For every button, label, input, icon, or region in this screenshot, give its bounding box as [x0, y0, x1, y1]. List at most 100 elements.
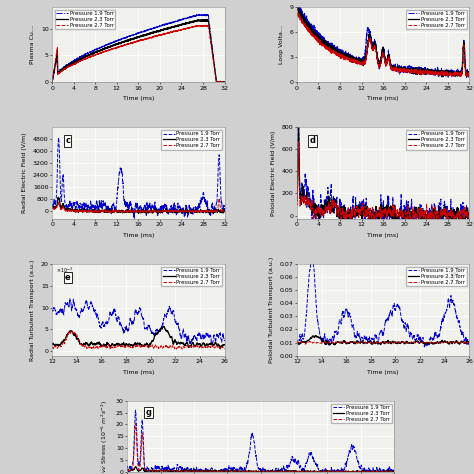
Pressure 2.7 Torr — [466, 213, 472, 219]
Pressure 1.9 Torr — [133, 407, 138, 413]
Pressure 2.7 Torr — [374, 208, 379, 214]
Pressure 1.9 Torr — [187, 340, 192, 346]
Pressure 2.7 Torr — [126, 344, 131, 349]
Pressure 2.3 Torr — [374, 209, 379, 215]
Pressure 2.7 Torr — [217, 198, 222, 203]
Pressure 1.9 Torr — [294, 195, 300, 201]
Pressure 2.3 Torr — [374, 45, 379, 51]
Pressure 2.3 Torr — [294, 4, 300, 9]
Pressure 2.7 Torr — [190, 469, 195, 474]
Pressure 1.9 Torr — [128, 33, 134, 38]
Pressure 1.9 Torr — [466, 70, 472, 76]
Pressure 2.3 Torr — [138, 467, 144, 473]
Pressure 2.3 Torr — [462, 216, 467, 222]
Pressure 1.9 Torr — [185, 209, 191, 214]
Pressure 1.9 Torr — [200, 12, 205, 18]
Pressure 2.7 Torr — [49, 79, 55, 84]
Pressure 1.9 Torr — [217, 164, 222, 170]
Y-axis label: Radial Electric Field (V/m): Radial Electric Field (V/m) — [22, 133, 27, 213]
Pressure 1.9 Torr — [133, 31, 139, 37]
Pressure 2.7 Torr — [69, 328, 74, 334]
Pressure 2.3 Torr — [294, 339, 300, 345]
Line: Pressure 2.3 Torr: Pressure 2.3 Torr — [52, 197, 225, 213]
Line: Pressure 2.7 Torr: Pressure 2.7 Torr — [52, 331, 225, 349]
Y-axis label: $\widetilde{v}\widetilde{v}$ Stress $(10^{-5}\ m^2s^{-2})$: $\widetilde{v}\widetilde{v}$ Stress $(10… — [100, 400, 110, 473]
Pressure 2.7 Torr — [370, 341, 376, 346]
Pressure 1.9 Torr — [392, 469, 397, 474]
Pressure 2.7 Torr — [294, 8, 300, 13]
Pressure 2.3 Torr — [313, 333, 319, 338]
Pressure 2.3 Torr — [153, 469, 158, 474]
Pressure 1.9 Torr — [124, 465, 130, 470]
Pressure 1.9 Torr — [412, 338, 418, 344]
X-axis label: Time (ms): Time (ms) — [123, 370, 154, 374]
Y-axis label: Radial Turbulent Transport (a.u.): Radial Turbulent Transport (a.u.) — [30, 259, 35, 361]
Pressure 1.9 Torr — [128, 204, 134, 210]
Y-axis label: Poloidal Turbulent Transport (a.u.): Poloidal Turbulent Transport (a.u.) — [269, 257, 274, 363]
Pressure 1.9 Torr — [217, 79, 222, 85]
Pressure 2.7 Torr — [255, 468, 260, 474]
Pressure 1.9 Torr — [374, 46, 379, 52]
Pressure 2.7 Torr — [133, 38, 139, 44]
Pressure 2.3 Torr — [392, 468, 397, 474]
Pressure 2.3 Torr — [462, 48, 467, 54]
Line: Pressure 2.3 Torr: Pressure 2.3 Torr — [52, 326, 225, 347]
Text: f: f — [452, 273, 456, 282]
Line: Pressure 1.9 Torr: Pressure 1.9 Torr — [297, 254, 469, 347]
Pressure 1.9 Torr — [303, 182, 309, 187]
Pressure 1.9 Torr — [430, 69, 436, 75]
Y-axis label: Plasma Cu…: Plasma Cu… — [30, 25, 36, 64]
Pressure 2.3 Torr — [217, 79, 222, 84]
Text: g: g — [146, 408, 152, 417]
Pressure 1.9 Torr — [56, 136, 62, 141]
Pressure 2.3 Torr — [335, 469, 340, 474]
Pressure 1.9 Torr — [217, 79, 222, 85]
Pressure 1.9 Torr — [294, 337, 300, 343]
Pressure 2.7 Torr — [461, 45, 467, 50]
Pressure 1.9 Torr — [126, 329, 131, 335]
Pressure 1.9 Torr — [67, 296, 73, 301]
Pressure 1.9 Torr — [210, 341, 216, 347]
Pressure 2.3 Torr — [466, 212, 472, 218]
Line: Pressure 2.7 Torr: Pressure 2.7 Torr — [52, 199, 225, 213]
Pressure 2.3 Torr — [49, 79, 55, 85]
Pressure 1.9 Torr — [378, 192, 384, 198]
Pressure 2.3 Torr — [168, 335, 173, 340]
Line: Pressure 2.3 Torr: Pressure 2.3 Torr — [297, 7, 469, 77]
Line: Pressure 1.9 Torr: Pressure 1.9 Torr — [127, 410, 394, 472]
X-axis label: Time (ms): Time (ms) — [123, 96, 154, 101]
Pressure 2.7 Torr — [303, 199, 309, 205]
Pressure 1.9 Torr — [464, 75, 470, 81]
X-axis label: Time (ms): Time (ms) — [367, 370, 399, 374]
Pressure 2.7 Torr — [133, 208, 139, 214]
Pressure 2.7 Torr — [466, 74, 472, 80]
Pressure 2.7 Torr — [247, 468, 253, 474]
Pressure 1.9 Torr — [461, 39, 467, 45]
Line: Pressure 2.3 Torr: Pressure 2.3 Torr — [127, 467, 394, 472]
Pressure 1.9 Torr — [222, 204, 228, 210]
Pressure 2.7 Torr — [67, 328, 73, 334]
Pressure 2.7 Torr — [413, 340, 419, 346]
Pressure 2.3 Torr — [303, 194, 309, 200]
Pressure 2.7 Torr — [462, 209, 467, 215]
Pressure 1.9 Torr — [67, 297, 73, 302]
Pressure 2.3 Torr — [58, 205, 64, 210]
Pressure 2.3 Torr — [294, 5, 300, 11]
Pressure 2.3 Torr — [303, 19, 309, 25]
Pressure 2.7 Torr — [303, 23, 309, 29]
Pressure 2.3 Torr — [378, 61, 383, 66]
Pressure 2.3 Torr — [432, 340, 438, 346]
Pressure 2.3 Torr — [128, 209, 134, 215]
Pressure 1.9 Torr — [222, 337, 228, 343]
Pressure 1.9 Torr — [309, 251, 315, 256]
Pressure 2.3 Torr — [222, 342, 228, 347]
Pressure 1.9 Torr — [461, 44, 467, 50]
Pressure 1.9 Torr — [131, 215, 137, 221]
Pressure 1.9 Torr — [364, 337, 370, 342]
Line: Pressure 2.7 Torr: Pressure 2.7 Torr — [52, 25, 225, 82]
Legend: Pressure 1.9 Torr, Pressure 2.3 Torr, Pressure 2.7 Torr: Pressure 1.9 Torr, Pressure 2.3 Torr, Pr… — [406, 267, 466, 286]
Line: Pressure 1.9 Torr: Pressure 1.9 Torr — [52, 138, 225, 218]
Pressure 2.3 Torr — [296, 122, 301, 128]
Pressure 1.9 Torr — [466, 340, 472, 346]
Line: Pressure 1.9 Torr: Pressure 1.9 Torr — [52, 15, 225, 82]
